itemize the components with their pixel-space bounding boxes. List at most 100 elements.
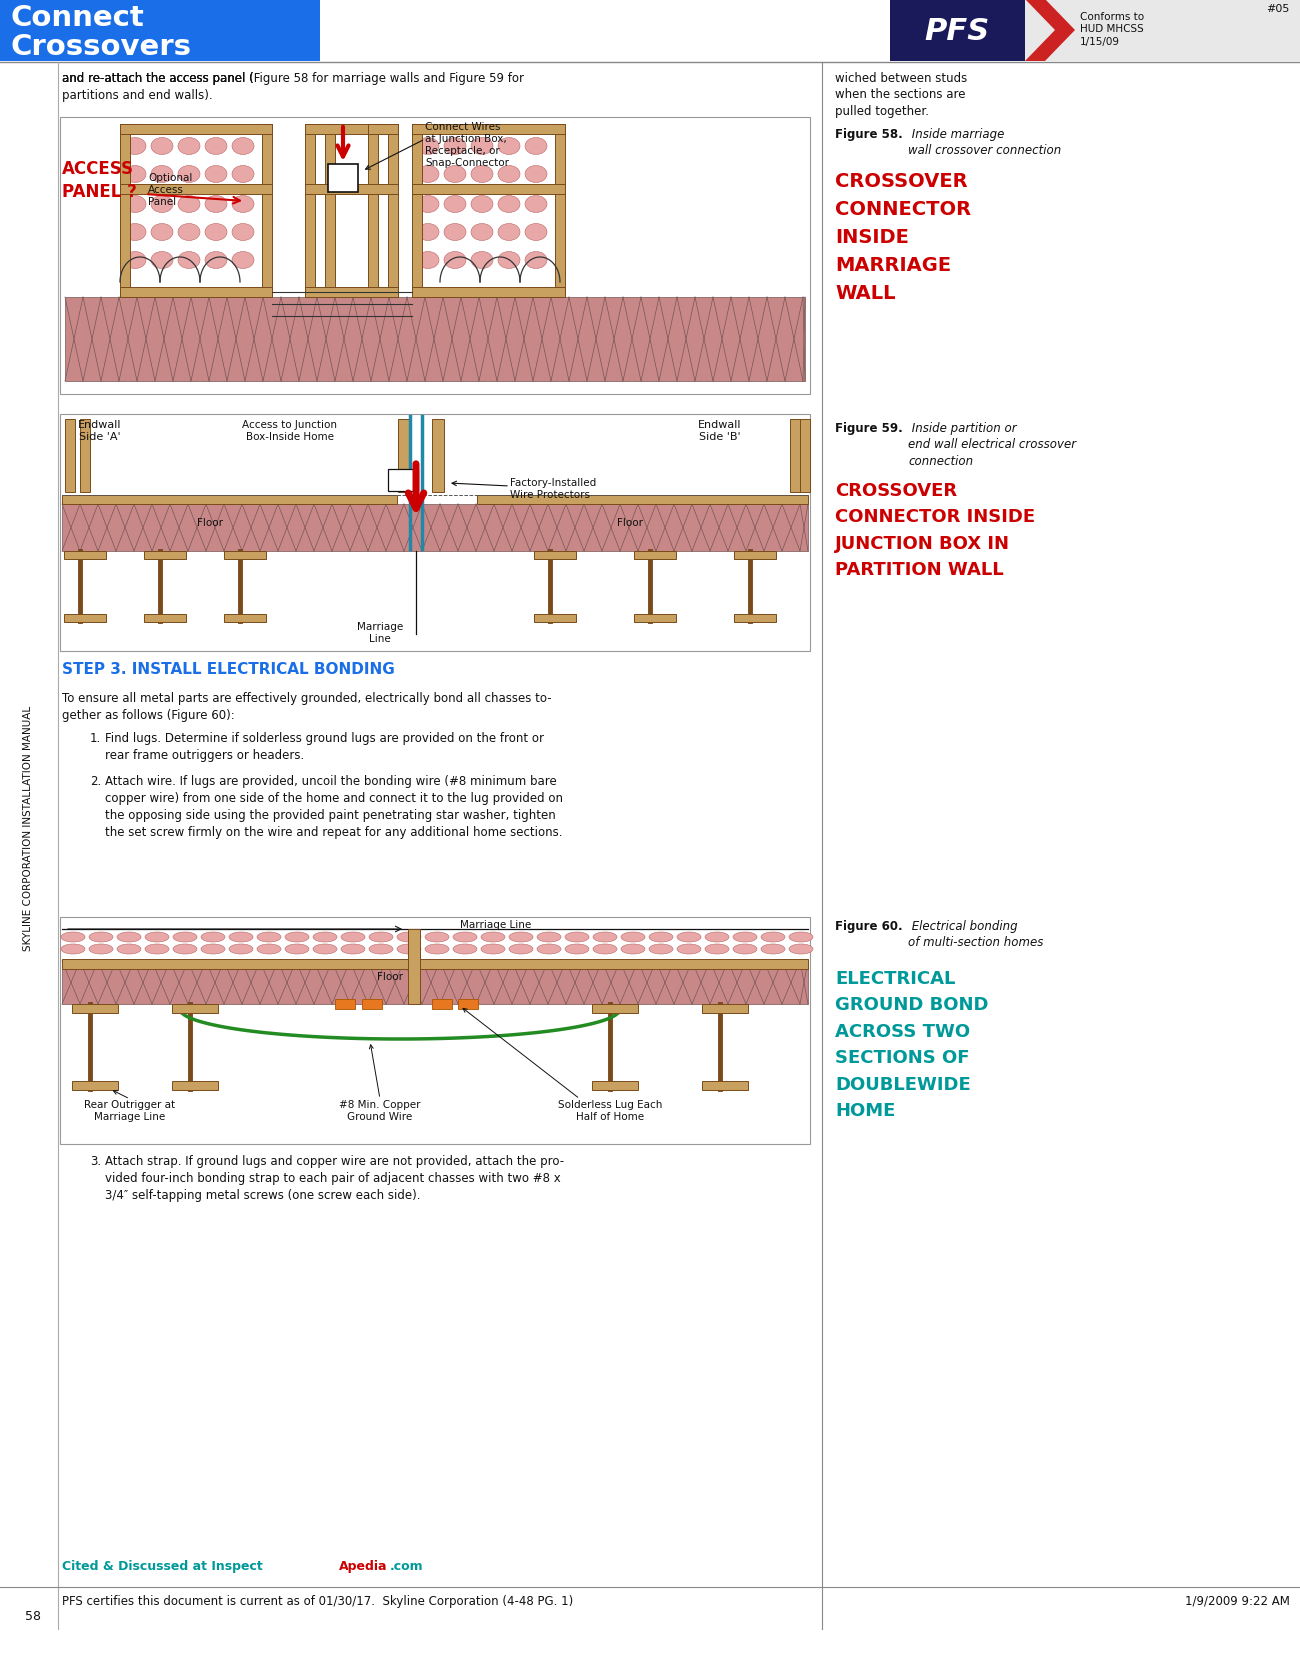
Ellipse shape xyxy=(202,932,225,942)
Ellipse shape xyxy=(88,945,113,955)
Bar xyxy=(634,614,676,622)
Ellipse shape xyxy=(313,945,337,955)
Bar xyxy=(432,1000,452,1010)
Text: #8 Min. Copper
Ground Wire: #8 Min. Copper Ground Wire xyxy=(339,1099,421,1122)
Ellipse shape xyxy=(525,167,547,184)
Bar xyxy=(306,124,398,136)
Text: Conforms to
HUD MHCSS
1/15/09: Conforms to HUD MHCSS 1/15/09 xyxy=(1080,12,1144,46)
Ellipse shape xyxy=(313,932,337,942)
Ellipse shape xyxy=(445,139,465,156)
Ellipse shape xyxy=(396,945,421,955)
Ellipse shape xyxy=(498,252,520,270)
Text: SKYLINE CORPORATION INSTALLATION MANUAL: SKYLINE CORPORATION INSTALLATION MANUAL xyxy=(23,705,32,950)
Bar xyxy=(458,1000,478,1010)
Ellipse shape xyxy=(510,945,533,955)
Ellipse shape xyxy=(124,139,146,156)
Bar xyxy=(800,420,810,493)
Bar xyxy=(120,288,272,298)
Ellipse shape xyxy=(417,197,439,213)
Ellipse shape xyxy=(537,932,562,942)
Ellipse shape xyxy=(733,932,757,942)
Ellipse shape xyxy=(146,945,169,955)
Ellipse shape xyxy=(231,167,254,184)
Ellipse shape xyxy=(205,139,228,156)
Ellipse shape xyxy=(178,225,200,242)
Ellipse shape xyxy=(178,197,200,213)
Bar xyxy=(555,124,566,298)
Ellipse shape xyxy=(760,932,785,942)
Ellipse shape xyxy=(178,252,200,270)
Ellipse shape xyxy=(417,225,439,242)
Text: Figure 60.: Figure 60. xyxy=(835,920,902,932)
Bar xyxy=(306,185,398,195)
Bar xyxy=(734,551,776,559)
Bar xyxy=(144,614,186,622)
Bar xyxy=(62,962,809,1005)
Text: 58: 58 xyxy=(25,1609,42,1622)
Ellipse shape xyxy=(498,139,520,156)
Ellipse shape xyxy=(471,197,493,213)
Bar xyxy=(65,420,75,493)
Bar xyxy=(224,614,266,622)
Ellipse shape xyxy=(705,945,729,955)
Bar xyxy=(172,1081,218,1091)
Bar xyxy=(387,124,398,298)
Bar xyxy=(368,124,398,136)
Text: Floor: Floor xyxy=(618,518,644,528)
Ellipse shape xyxy=(61,932,84,942)
Ellipse shape xyxy=(733,945,757,955)
Text: 1/9/2009 9:22 AM: 1/9/2009 9:22 AM xyxy=(1186,1594,1290,1607)
Ellipse shape xyxy=(202,945,225,955)
Ellipse shape xyxy=(760,945,785,955)
Text: Solderless Lug Each
Half of Home: Solderless Lug Each Half of Home xyxy=(558,1099,662,1122)
Bar xyxy=(477,496,809,505)
Text: PFS: PFS xyxy=(924,17,989,45)
Bar xyxy=(891,0,1300,61)
Ellipse shape xyxy=(151,139,173,156)
Ellipse shape xyxy=(649,945,673,955)
Ellipse shape xyxy=(117,945,140,955)
Ellipse shape xyxy=(537,945,562,955)
Bar xyxy=(412,185,566,195)
Text: #05: #05 xyxy=(1266,3,1290,13)
Ellipse shape xyxy=(566,932,589,942)
Ellipse shape xyxy=(124,197,146,213)
Ellipse shape xyxy=(61,945,84,955)
Ellipse shape xyxy=(649,932,673,942)
Ellipse shape xyxy=(124,225,146,242)
Bar xyxy=(144,551,186,559)
Text: STEP 3. INSTALL ELECTRICAL BONDING: STEP 3. INSTALL ELECTRICAL BONDING xyxy=(62,662,395,677)
Ellipse shape xyxy=(341,945,365,955)
Text: wiched between studs
when the sections are
pulled together.: wiched between studs when the sections a… xyxy=(835,71,967,118)
Bar xyxy=(60,415,810,652)
Ellipse shape xyxy=(173,945,198,955)
Bar xyxy=(62,505,809,551)
Ellipse shape xyxy=(621,932,645,942)
Bar xyxy=(120,185,272,195)
Text: CROSSOVER
CONNECTOR INSIDE
JUNCTION BOX IN
PARTITION WALL: CROSSOVER CONNECTOR INSIDE JUNCTION BOX … xyxy=(835,482,1035,579)
Ellipse shape xyxy=(396,932,421,942)
Text: ELECTRICAL
GROUND BOND
ACROSS TWO
SECTIONS OF
DOUBLEWIDE
HOME: ELECTRICAL GROUND BOND ACROSS TWO SECTIO… xyxy=(835,970,988,1119)
Bar xyxy=(120,124,130,298)
Bar xyxy=(72,1005,118,1013)
Ellipse shape xyxy=(471,252,493,270)
Ellipse shape xyxy=(369,945,393,955)
Ellipse shape xyxy=(498,167,520,184)
Ellipse shape xyxy=(452,932,477,942)
Ellipse shape xyxy=(231,252,254,270)
Ellipse shape xyxy=(593,932,618,942)
Text: Attach strap. If ground lugs and copper wire are not provided, attach the pro-
v: Attach strap. If ground lugs and copper … xyxy=(105,1154,564,1202)
Ellipse shape xyxy=(285,945,309,955)
Text: Figure 59.: Figure 59. xyxy=(835,422,902,435)
Ellipse shape xyxy=(231,225,254,242)
Ellipse shape xyxy=(151,252,173,270)
Ellipse shape xyxy=(789,945,812,955)
Ellipse shape xyxy=(566,945,589,955)
Text: ACCESS
PANEL ?: ACCESS PANEL ? xyxy=(62,161,136,200)
Bar xyxy=(306,124,315,298)
Bar xyxy=(387,470,419,492)
Bar xyxy=(790,420,800,493)
Ellipse shape xyxy=(229,932,254,942)
Text: Find lugs. Determine if solderless ground lugs are provided on the front or
rear: Find lugs. Determine if solderless groun… xyxy=(105,732,543,761)
Bar xyxy=(634,551,676,559)
